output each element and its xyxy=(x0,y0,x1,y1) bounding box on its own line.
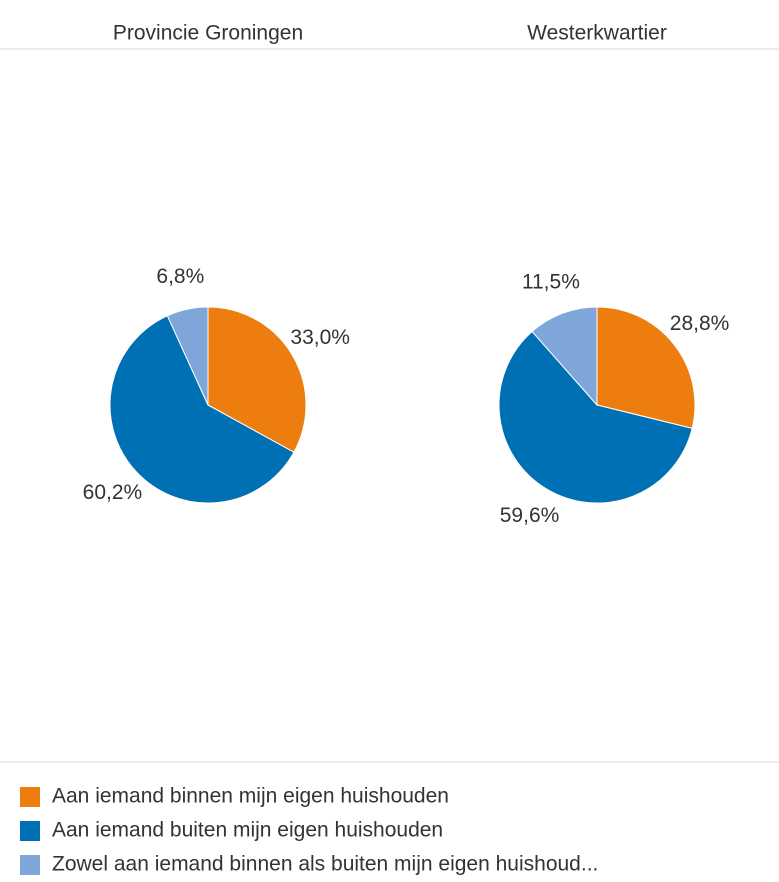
data-label: 11,5% xyxy=(522,271,580,294)
data-label: 28,8% xyxy=(670,312,730,335)
pie-slice xyxy=(166,306,209,406)
legend-label: Aan iemand binnen mijn eigen huishouden xyxy=(52,785,449,808)
pie-slice xyxy=(207,306,307,453)
pie-slice xyxy=(596,306,696,429)
pie-slice xyxy=(498,330,693,504)
pie-title: Provincie Groningen xyxy=(113,22,303,45)
data-label: 60,2% xyxy=(83,481,143,504)
data-label: 33,0% xyxy=(290,326,350,349)
legend-swatch xyxy=(20,787,40,807)
pie-slice xyxy=(531,306,598,407)
data-label: 59,6% xyxy=(500,504,560,527)
pie-title: Westerkwartier xyxy=(527,22,667,45)
data-label: 6,8% xyxy=(156,265,204,288)
legend-swatch xyxy=(20,821,40,841)
legend-label: Zowel aan iemand binnen als buiten mijn … xyxy=(52,853,598,876)
pie-slice xyxy=(109,315,295,504)
legend-label: Aan iemand buiten mijn eigen huishouden xyxy=(52,819,443,842)
legend-swatch xyxy=(20,855,40,875)
